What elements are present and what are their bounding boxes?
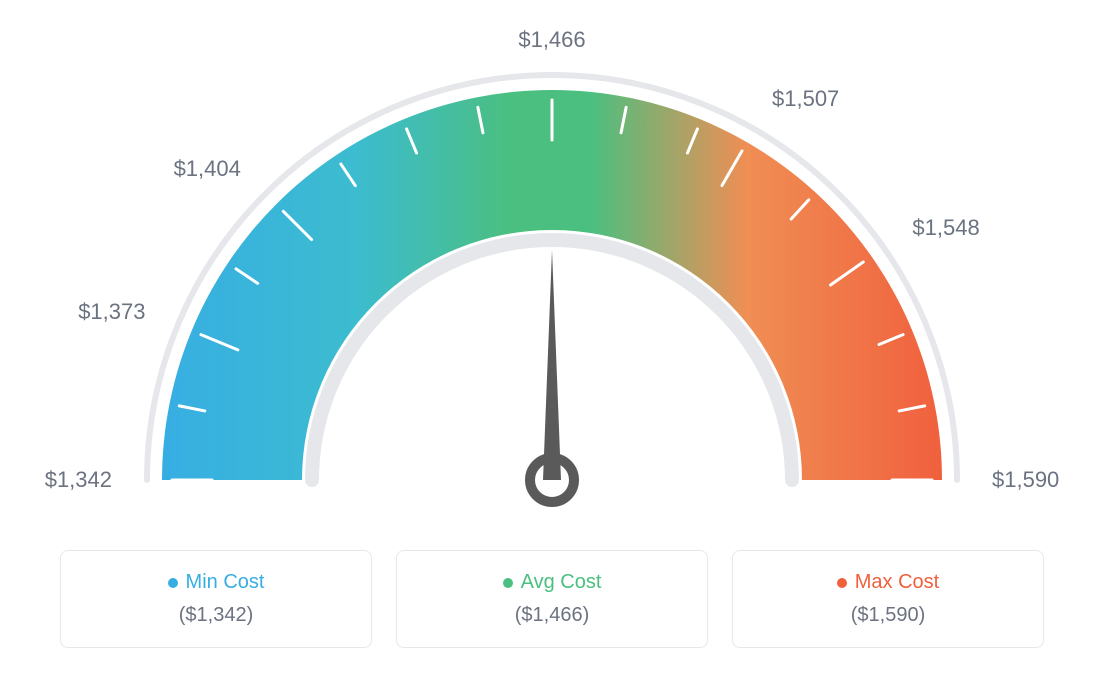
cost-gauge: $1,342 $1,373 $1,404 $1,466 $1,507 $1,548 $1,5… (30, 30, 1074, 520)
gauge-tick-label: $1,466 (518, 27, 585, 53)
gauge-tick-label: $1,404 (174, 156, 241, 182)
legend-title-avg-label: Avg Cost (521, 571, 602, 594)
gauge-tick-label: $1,507 (772, 86, 839, 112)
gauge-tick-label: $1,342 (45, 467, 112, 493)
legend-value-max: ($1,590) (757, 604, 1019, 627)
legend: Min Cost ($1,342) Avg Cost ($1,466) Max … (60, 550, 1044, 648)
legend-card-min: Min Cost ($1,342) (60, 550, 372, 648)
legend-dot-avg (503, 578, 513, 588)
legend-dot-max (837, 578, 847, 588)
legend-title-min: Min Cost (168, 571, 265, 594)
gauge-tick-label: $1,548 (912, 215, 979, 241)
legend-dot-min (168, 578, 178, 588)
legend-title-max-label: Max Cost (855, 571, 939, 594)
legend-card-max: Max Cost ($1,590) (732, 550, 1044, 648)
gauge-tick-label: $1,590 (992, 467, 1059, 493)
legend-title-avg: Avg Cost (503, 571, 602, 594)
gauge-svg (30, 30, 1074, 520)
legend-value-avg: ($1,466) (421, 604, 683, 627)
legend-title-min-label: Min Cost (186, 571, 265, 594)
legend-card-avg: Avg Cost ($1,466) (396, 550, 708, 648)
legend-value-min: ($1,342) (85, 604, 347, 627)
gauge-tick-label: $1,373 (78, 299, 145, 325)
legend-title-max: Max Cost (837, 571, 939, 594)
